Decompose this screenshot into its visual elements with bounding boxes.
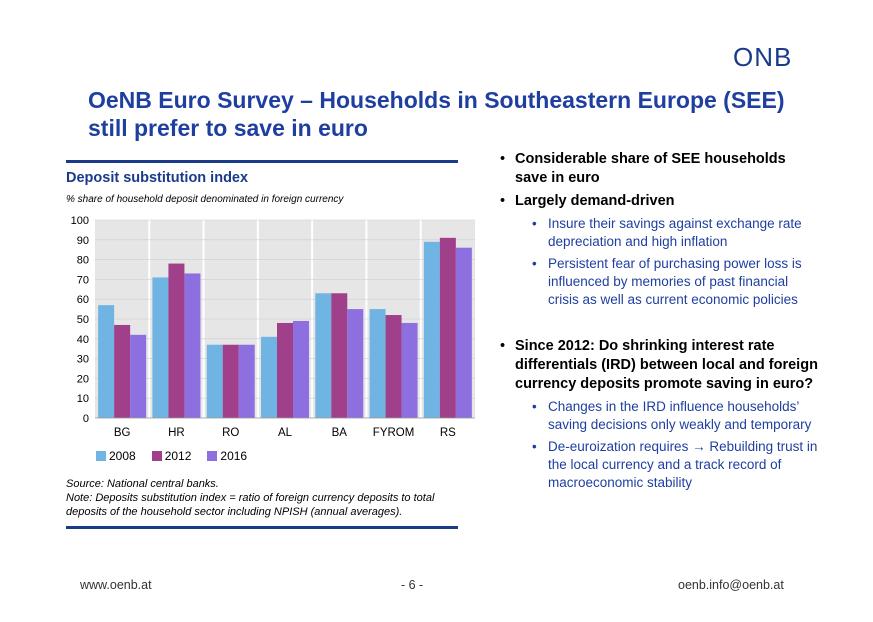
bar-2012-BA xyxy=(331,293,348,418)
bar-2008-FYROM xyxy=(369,309,386,418)
footer-email: oenb.info@oenb.at xyxy=(678,578,784,592)
bullet-2-2: Persistent fear of purchasing power loss… xyxy=(532,255,818,309)
legend-label-2012: 2012 xyxy=(164,449,192,463)
bar-2008-AL xyxy=(261,336,277,418)
legend-label-2016: 2016 xyxy=(220,449,248,463)
bullet-3: Since 2012: Do shrinking interest rate d… xyxy=(498,337,818,394)
bar-2016-HR xyxy=(184,273,201,418)
legend-item-2008: 2008 xyxy=(96,449,136,463)
y-tick-label: 80 xyxy=(77,255,89,267)
page-title: OeNB Euro Survey – Households in Southea… xyxy=(88,87,785,141)
bar-2016-FYROM xyxy=(401,322,418,418)
bar-2012-FYROM xyxy=(385,315,402,418)
legend-item-2012: 2012 xyxy=(151,449,192,463)
chart-subtitle: % share of household deposit denominated… xyxy=(66,194,344,205)
bar-2008-RO xyxy=(206,344,223,418)
y-tick-label: 60 xyxy=(77,294,89,306)
legend-swatch-2016 xyxy=(207,451,218,461)
x-tick-label: AL xyxy=(278,427,293,439)
definition-note: Note: Deposits substitution index = rati… xyxy=(66,492,435,518)
chart-legend: 2008 2012 2016 xyxy=(96,449,247,463)
bar-chart: 0 10 20 30 40 50 60 70 80 90 100 BG HR RO AL BA FYROM RS xyxy=(71,215,475,439)
top-rule xyxy=(66,160,458,163)
y-tick-label: 0 xyxy=(83,413,89,425)
bullet-2-1: Insure their savings against exchange ra… xyxy=(532,215,818,251)
legend-swatch-2012 xyxy=(151,451,162,461)
x-tick-label: HR xyxy=(168,427,185,439)
bar-2012-RS xyxy=(439,237,456,418)
bar-2016-RO xyxy=(238,344,255,418)
y-tick-label: 20 xyxy=(77,373,89,385)
y-tick-label: 30 xyxy=(77,354,89,366)
bottom-rule xyxy=(66,526,458,529)
bar-2016-AL xyxy=(293,320,309,418)
bar-2008-RS xyxy=(423,241,440,418)
bar-2012-RO xyxy=(222,344,239,418)
bullet-2: Largely demand-driven xyxy=(498,192,818,211)
y-tick-label: 70 xyxy=(77,274,89,286)
x-tick-label: BG xyxy=(114,427,131,439)
legend-label-2008: 2008 xyxy=(109,449,136,463)
y-tick-label: 10 xyxy=(77,393,89,405)
bar-2012-AL xyxy=(277,322,293,418)
x-tick-label: BA xyxy=(332,427,348,439)
x-tick-label: FYROM xyxy=(373,427,415,439)
oenb-logo: ONB xyxy=(733,42,793,72)
source-note: Source: National central banks. xyxy=(66,478,219,490)
y-tick-label: 40 xyxy=(77,334,89,346)
bullet-1: Considerable share of SEE households sav… xyxy=(498,150,818,188)
bar-2012-HR xyxy=(168,263,185,418)
bar-2008-BA xyxy=(315,293,332,418)
bar-2008-BG xyxy=(98,305,115,418)
chart-notes: Source: National central banks. Note: De… xyxy=(66,477,466,519)
y-tick-label: 90 xyxy=(77,235,89,247)
legend-item-2016: 2016 xyxy=(207,449,247,463)
bullet-3-1: Changes in the IRD influence households’… xyxy=(532,398,818,434)
bar-2008-HR xyxy=(152,277,169,418)
chart-title: Deposit substitution index xyxy=(66,170,249,186)
x-tick-label: RS xyxy=(440,427,456,439)
footer-page-number: - 6 - xyxy=(401,578,424,592)
x-tick-label: RO xyxy=(222,427,239,439)
bullet-3-2: De-euroization requires → Rebuilding tru… xyxy=(532,438,818,492)
bar-2016-RS xyxy=(455,247,472,418)
bullet-list: Considerable share of SEE households sav… xyxy=(498,150,818,496)
bar-2016-BG xyxy=(130,334,147,418)
bar-2012-BG xyxy=(114,324,131,418)
y-tick-label: 50 xyxy=(77,314,89,326)
legend-swatch-2008 xyxy=(96,451,106,461)
y-tick-label: 100 xyxy=(71,215,89,227)
footer-url: www.oenb.at xyxy=(80,578,152,592)
bar-2016-BA xyxy=(347,309,364,418)
